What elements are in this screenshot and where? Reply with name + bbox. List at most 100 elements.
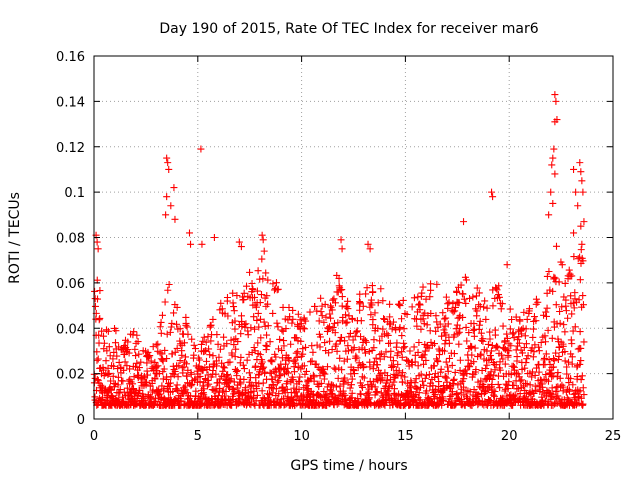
data-point — [151, 358, 159, 366]
data-point — [268, 389, 276, 397]
data-point — [394, 349, 402, 357]
data-point — [180, 339, 188, 347]
data-point — [140, 372, 148, 380]
data-point — [195, 395, 203, 403]
data-point — [131, 345, 139, 353]
data-point — [421, 374, 429, 382]
data-point — [151, 375, 159, 383]
data-point — [433, 318, 441, 326]
data-point — [170, 371, 178, 379]
data-point — [524, 352, 532, 360]
data-point — [164, 286, 172, 294]
data-point — [95, 331, 103, 339]
data-point — [332, 365, 340, 373]
data-point — [416, 396, 424, 404]
data-point — [540, 354, 548, 362]
data-point — [397, 372, 405, 380]
data-point — [322, 313, 330, 321]
data-point — [219, 363, 227, 371]
data-point-outlier — [210, 234, 218, 241]
data-points — [90, 91, 588, 409]
data-point — [370, 344, 378, 352]
data-point — [253, 316, 261, 324]
data-point — [104, 327, 112, 335]
data-point — [545, 356, 553, 364]
data-point — [109, 372, 117, 380]
data-point — [454, 394, 462, 402]
data-point — [483, 361, 491, 369]
data-point — [288, 319, 296, 327]
data-point — [414, 348, 422, 356]
data-point — [437, 365, 445, 373]
data-point — [405, 362, 413, 370]
data-point — [480, 303, 488, 311]
data-point-outlier — [545, 211, 553, 219]
data-point — [223, 340, 231, 348]
data-point — [492, 344, 500, 352]
data-point — [486, 328, 494, 336]
data-point — [477, 377, 485, 385]
data-point — [302, 317, 310, 325]
data-point — [416, 301, 424, 309]
data-point — [498, 300, 506, 308]
data-point — [499, 394, 507, 402]
data-point — [406, 347, 414, 355]
data-point — [422, 356, 430, 364]
data-point — [221, 380, 229, 388]
data-point — [488, 375, 496, 383]
data-point — [262, 269, 270, 277]
data-point — [406, 384, 414, 392]
data-point — [240, 296, 248, 304]
data-point — [255, 323, 263, 331]
data-point — [115, 389, 123, 397]
data-point — [455, 340, 463, 348]
data-point — [552, 301, 560, 309]
data-point — [513, 353, 521, 361]
data-point — [453, 321, 461, 329]
data-point-outlier — [503, 261, 511, 269]
data-point — [531, 371, 539, 379]
data-point — [253, 391, 261, 399]
data-point — [382, 348, 390, 356]
data-point — [338, 293, 346, 301]
data-point-outlier — [170, 184, 178, 192]
data-point — [567, 350, 575, 358]
data-point — [384, 331, 392, 339]
data-point — [522, 325, 530, 333]
data-point — [562, 302, 570, 310]
data-point — [172, 385, 180, 393]
data-point — [373, 361, 381, 369]
data-point — [487, 347, 495, 355]
data-point — [465, 329, 473, 337]
data-point — [571, 295, 579, 303]
data-point — [517, 330, 525, 338]
data-point — [418, 289, 426, 297]
data-point — [274, 345, 282, 353]
data-point — [251, 293, 259, 301]
data-point — [268, 358, 276, 366]
data-point — [147, 357, 155, 365]
data-point — [247, 324, 255, 332]
data-point — [260, 318, 268, 326]
data-point — [432, 327, 440, 335]
data-point — [532, 386, 540, 394]
data-point — [388, 361, 396, 369]
data-point — [205, 363, 213, 371]
data-point — [400, 325, 408, 333]
data-point-outlier — [549, 199, 557, 207]
data-point — [414, 293, 422, 301]
data-point — [237, 330, 245, 338]
data-point — [359, 302, 367, 310]
data-point — [497, 351, 505, 359]
data-point — [579, 301, 587, 309]
data-point — [529, 353, 537, 361]
data-point — [310, 373, 318, 381]
data-point — [267, 357, 275, 365]
data-point — [166, 382, 174, 390]
data-point — [386, 313, 394, 321]
data-point — [315, 317, 323, 325]
data-point — [255, 371, 263, 379]
data-point — [399, 369, 407, 377]
data-point — [554, 369, 562, 377]
data-point — [274, 285, 282, 293]
